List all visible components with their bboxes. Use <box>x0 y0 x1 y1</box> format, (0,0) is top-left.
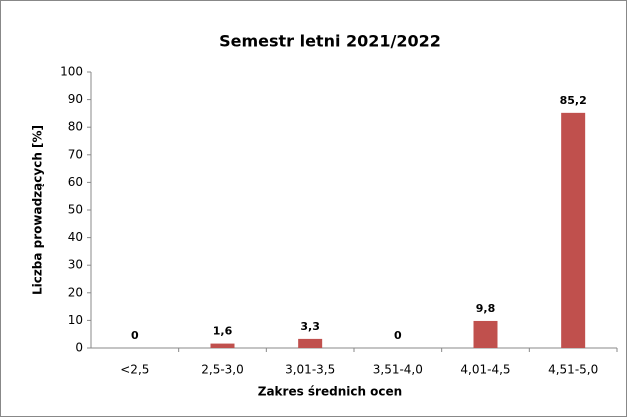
y-tick-label: 50 <box>68 203 83 217</box>
chart-title: Semestr letni 2021/2022 <box>219 32 441 51</box>
value-label: 1,6 <box>213 325 233 338</box>
x-tick-label: 4,01-4,5 <box>460 363 510 377</box>
y-tick-label: 100 <box>60 65 83 79</box>
x-tick-label: 4,51-5,0 <box>548 363 598 377</box>
y-tick-label: 10 <box>68 313 83 327</box>
bar <box>298 338 323 348</box>
value-label: 9,8 <box>476 302 496 315</box>
y-tick-label: 60 <box>68 175 83 189</box>
y-tick-label: 80 <box>68 120 83 134</box>
y-tick-label: 30 <box>68 258 83 272</box>
y-tick-label: 20 <box>68 285 83 299</box>
y-tick-label: 90 <box>68 92 83 106</box>
value-label: 0 <box>131 329 139 342</box>
x-tick-label: 3,51-4,0 <box>373 363 423 377</box>
x-tick-label: 2,5-3,0 <box>201 363 244 377</box>
bar <box>210 343 235 348</box>
bar <box>473 320 498 348</box>
value-label: 3,3 <box>300 320 320 333</box>
y-axis-label: Liczba prowadzących [%] <box>31 125 45 295</box>
value-label: 85,2 <box>560 94 587 107</box>
value-label: 0 <box>394 329 402 342</box>
x-tick-label: <2,5 <box>120 363 149 377</box>
y-tick-label: 70 <box>68 147 83 161</box>
x-tick-label: 3,01-3,5 <box>285 363 335 377</box>
x-axis-label: Zakres średnich ocen <box>258 385 402 399</box>
y-tick-label: 40 <box>68 230 83 244</box>
bar <box>561 112 586 349</box>
y-tick-label: 0 <box>75 341 83 355</box>
